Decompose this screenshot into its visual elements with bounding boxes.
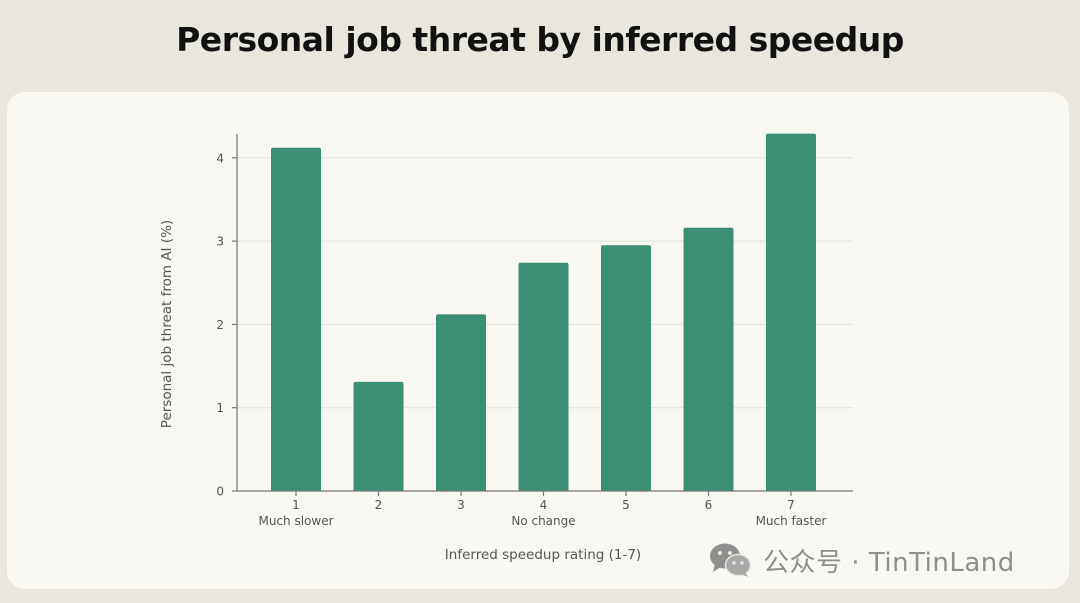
y-tick-label: 3 (216, 235, 224, 249)
x-tick-label: 4 (540, 498, 548, 512)
bar-6 (683, 227, 734, 491)
bar-4 (518, 262, 569, 491)
watermark: 公众号 · TinTinLand (709, 538, 1015, 582)
bar-2 (353, 381, 404, 491)
x-tick-sublabel: Much faster (756, 514, 827, 528)
x-tick-sublabel: No change (511, 514, 575, 528)
x-tick-label: 1 (292, 498, 300, 512)
wechat-icon (710, 543, 751, 577)
x-tick-sublabel: Much slower (258, 514, 333, 528)
x-ticks: 1 Much slower 2 3 4 No change 5 6 7 Much faster (258, 491, 826, 528)
axes (236, 134, 853, 492)
bar-5 (601, 245, 651, 491)
x-tick-label: 6 (705, 498, 713, 512)
watermark-text: 公众号 · TinTinLand (763, 547, 1015, 578)
x-axis-label: Inferred speedup rating (1-7) (445, 547, 641, 563)
bar-3 (436, 314, 486, 491)
bar-7 (766, 133, 816, 491)
chart-title: Personal job threat by inferred speedup (176, 20, 904, 59)
y-axis-label: Personal job threat from AI (%) (159, 220, 175, 428)
y-tick-label: 2 (216, 318, 224, 332)
bars (271, 133, 816, 491)
x-tick-label: 2 (375, 498, 383, 512)
bar-1 (271, 147, 321, 491)
x-tick-label: 5 (622, 498, 630, 512)
y-tick-label: 0 (216, 485, 224, 499)
y-tick-label: 1 (216, 401, 224, 415)
y-ticks: 0 1 2 3 4 (216, 151, 237, 499)
y-tick-label: 4 (216, 151, 224, 165)
x-tick-label: 3 (457, 498, 465, 512)
x-tick-label: 7 (787, 498, 795, 512)
